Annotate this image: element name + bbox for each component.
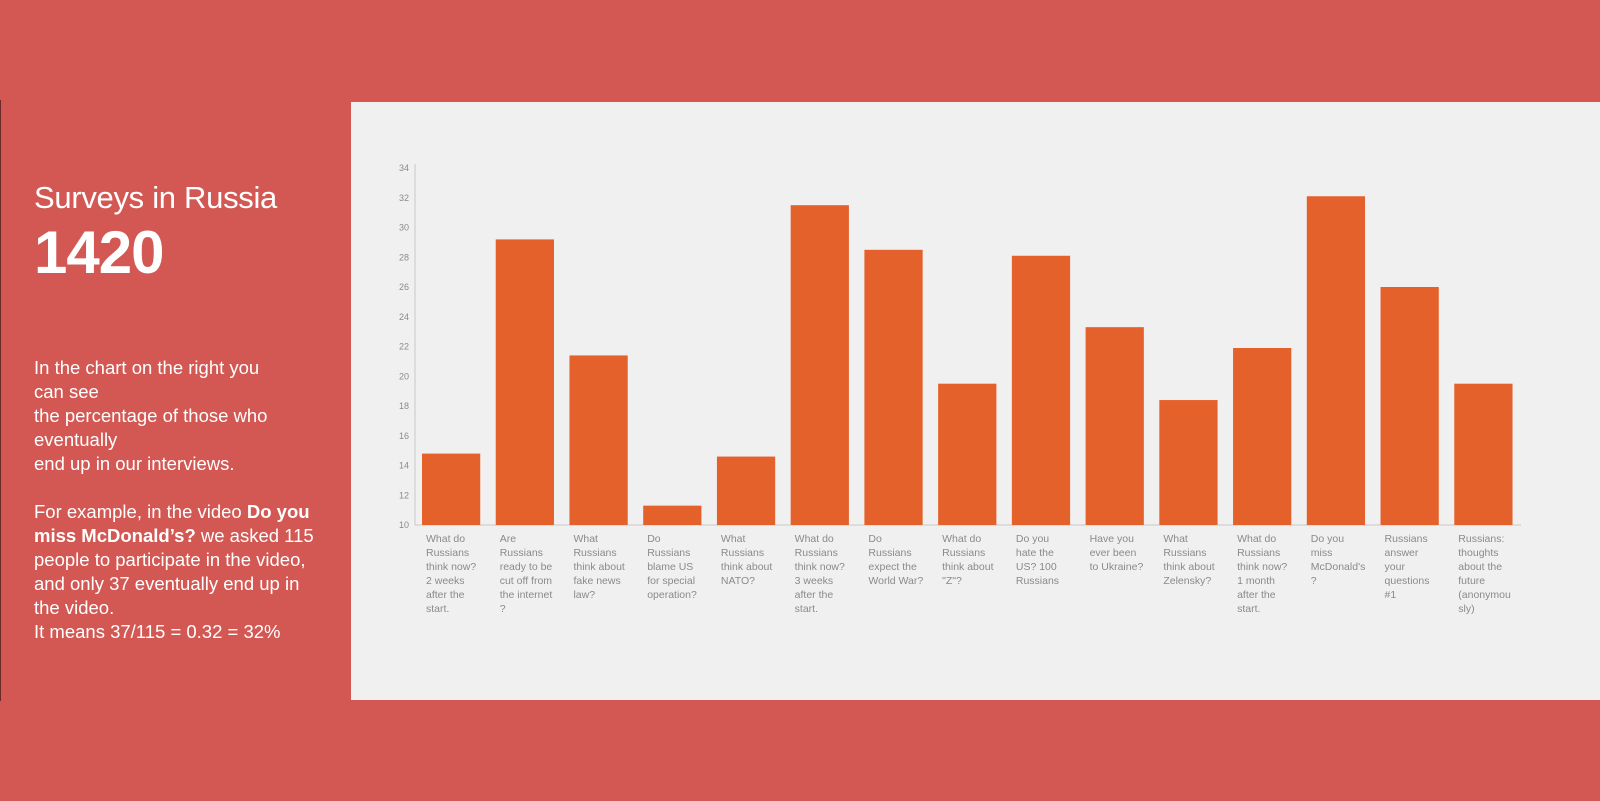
y-tick-label: 28 (399, 252, 409, 262)
bar (1011, 255, 1071, 525)
x-tick-label: What do Russians think now? 1 month afte… (1237, 533, 1288, 615)
y-tick-label: 20 (399, 371, 409, 381)
desc-line: In the chart on the right you (34, 357, 260, 378)
example-video-title: Do you miss McDonald’s? (34, 501, 310, 546)
example-paragraph: For example, in the video Do you miss Mc… (34, 500, 324, 620)
info-panel: Surveys in Russia 1420 In the chart on t… (0, 100, 351, 701)
desc-line: eventually (34, 429, 118, 450)
x-tick-label: Do you hate the US? 100 Russians (1015, 533, 1060, 587)
y-tick-label: 22 (399, 342, 409, 352)
bar (938, 383, 997, 525)
bar (1159, 400, 1218, 525)
bar (422, 453, 481, 525)
x-tick-label: Do you miss McDonald's ? (1310, 533, 1366, 587)
bar (643, 505, 702, 525)
desc-line: end up in our interviews. (34, 453, 235, 474)
bar (1380, 287, 1439, 525)
y-tick-label: 18 (399, 401, 409, 411)
formula-line: It means 37/115 = 0.32 = 32% (34, 621, 281, 642)
x-tick-label: What do Russians think now? 3 weeks afte… (794, 533, 845, 615)
bar (1454, 383, 1513, 525)
x-tick-label: What Russians think about fake news law? (573, 533, 625, 601)
x-tick-label: What Russians think about Zelensky? (1163, 533, 1215, 587)
page-title: Surveys in Russia (34, 180, 277, 215)
y-tick-label: 16 (399, 431, 409, 441)
bar (1233, 347, 1292, 525)
bar (790, 205, 849, 525)
survey-count: 1420 (34, 219, 164, 286)
desc-line: can see (34, 381, 99, 402)
y-tick-label: 32 (399, 193, 409, 203)
x-tick-label: Do Russians blame US for special operati… (647, 533, 697, 601)
y-tick-label: 24 (399, 312, 409, 322)
bar (1306, 196, 1366, 525)
chart-panel: 10 12 14 16 18 20 22 24 26 28 30 32 34 What do Russi… (351, 102, 1600, 700)
x-tick-label: Are Russians ready to be cut off from th… (499, 533, 553, 615)
description: In the chart on the right you can see th… (34, 356, 324, 644)
y-tick-label: 26 (399, 282, 409, 292)
y-tick-label: 34 (399, 163, 409, 173)
bar (864, 249, 923, 525)
desc-line: the percentage of those who (34, 405, 268, 426)
x-tick-label: What do Russians think about "Z"? (942, 533, 994, 587)
x-tick-label: Do Russians expect the World War? (868, 533, 924, 587)
bar (569, 355, 628, 525)
y-tick-label: 10 (399, 520, 409, 530)
example-prefix: For example, in the video (34, 501, 247, 522)
example-rest: we asked 115 people to participate in th… (34, 525, 314, 618)
bar (716, 456, 776, 525)
bar (495, 239, 554, 525)
x-tick-label: Have you ever been to Ukraine? (1089, 533, 1144, 573)
y-tick-label: 12 (399, 490, 409, 500)
x-tick-label: What Russians think about NATO? (720, 533, 773, 587)
x-tick-label: What do Russians think now? 2 weeks afte… (426, 533, 477, 615)
y-tick-label: 30 (399, 223, 409, 233)
bar (1085, 327, 1144, 525)
bar-chart: 10 12 14 16 18 20 22 24 26 28 30 32 34 (399, 163, 1521, 530)
x-tick-label: Russians: thoughts about the future (ano… (1458, 533, 1511, 615)
y-tick-label: 14 (399, 461, 409, 471)
x-tick-label: Russians answer your questions #1 (1384, 533, 1430, 601)
